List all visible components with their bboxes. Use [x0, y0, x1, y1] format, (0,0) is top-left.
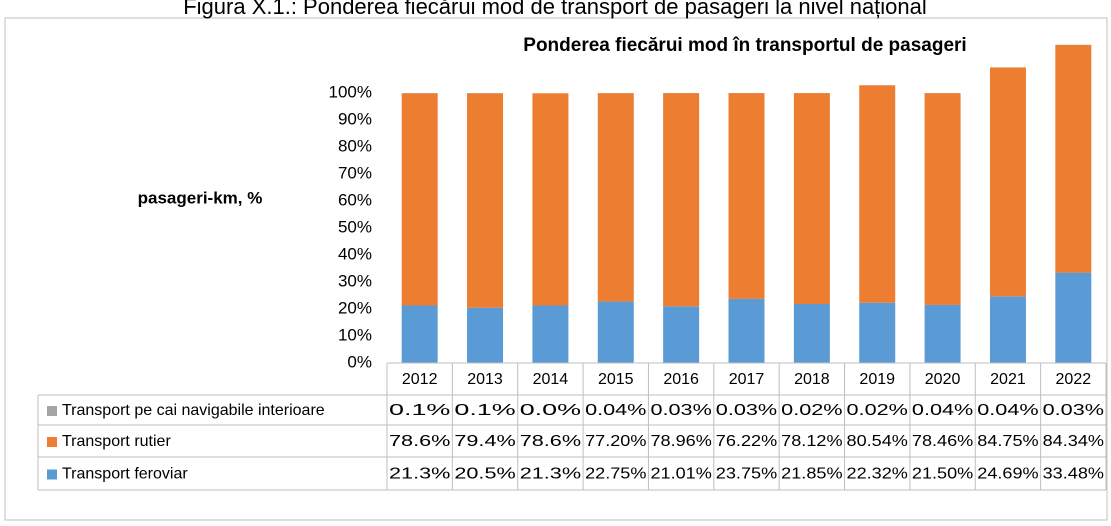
bar-segment: [597, 301, 634, 363]
bar-segment: [1055, 272, 1092, 363]
x-tick-label: 2016: [663, 371, 699, 388]
bar-segment: [859, 302, 896, 363]
y-tick-label: 40%: [338, 244, 372, 263]
table-value: 0.03%: [650, 402, 711, 419]
bar-segment: [597, 93, 634, 302]
table-value: 22.32%: [847, 466, 908, 483]
table-value: 0.1%: [454, 402, 515, 419]
table-value: 79.4%: [454, 433, 515, 450]
bar-segment: [532, 305, 569, 363]
table-value: 21.3%: [520, 466, 581, 483]
bar-segment: [728, 93, 765, 299]
bar-segment: [401, 305, 438, 363]
bar-segment: [1055, 44, 1092, 273]
table-value: 21.85%: [781, 466, 842, 483]
table-value: 78.6%: [389, 433, 450, 450]
y-tick-label: 100%: [329, 82, 372, 101]
bar-segment: [467, 307, 504, 363]
table-value: 0.04%: [977, 402, 1038, 419]
table-value: 0.1%: [389, 402, 450, 419]
table-value: 84.75%: [977, 433, 1038, 450]
bar-segment: [532, 93, 569, 306]
legend-key: [47, 469, 57, 480]
table-value: 21.01%: [650, 466, 711, 483]
y-tick-label: 30%: [338, 271, 372, 290]
table-value: 0.0%: [520, 402, 581, 419]
bar-segment: [663, 306, 700, 363]
table-value: 78.96%: [650, 433, 711, 450]
table-value: 78.12%: [781, 433, 842, 450]
table-value: 0.04%: [912, 402, 973, 419]
y-tick-label: 20%: [338, 298, 372, 317]
table-value: 0.04%: [585, 402, 646, 419]
y-axis-label: pasageri-km, %: [138, 188, 263, 207]
y-tick-label: 10%: [338, 325, 372, 344]
bar-segment: [924, 304, 961, 363]
y-tick-label: 0%: [347, 352, 372, 371]
x-tick-label: 2018: [794, 371, 830, 388]
table-value: 0.02%: [781, 402, 842, 419]
y-tick-label: 70%: [338, 163, 372, 182]
figure-caption: Figura X.1.: Ponderea fiecărui mod de tr…: [183, 0, 927, 19]
y-tick-label: 50%: [338, 217, 372, 236]
table-value: 21.3%: [389, 466, 450, 483]
bar-segment: [924, 93, 961, 305]
table-value: 84.34%: [1043, 433, 1104, 450]
x-tick-label: 2019: [859, 371, 895, 388]
bar-segment: [859, 85, 896, 303]
legend-key: [47, 437, 57, 447]
table-value: 22.75%: [585, 466, 646, 483]
x-tick-label: 2014: [533, 371, 569, 388]
bar-segment: [467, 93, 504, 308]
y-tick-label: 60%: [338, 190, 372, 209]
bar-segment: [728, 298, 765, 363]
table-value: 20.5%: [454, 466, 515, 483]
table-value: 80.54%: [847, 433, 908, 450]
table-value: 76.22%: [716, 433, 777, 450]
bar-segment: [401, 93, 438, 306]
legend-key: [47, 406, 57, 416]
bar-segment: [793, 93, 830, 305]
x-tick-label: 2015: [598, 371, 634, 388]
table-value: 78.6%: [520, 433, 581, 450]
x-tick-label: 2017: [729, 371, 765, 388]
x-tick-label: 2012: [402, 371, 438, 388]
bar-segment: [989, 67, 1026, 297]
table-value: 24.69%: [977, 466, 1038, 483]
x-tick-label: 2020: [925, 371, 961, 388]
bar-segment: [663, 93, 700, 307]
x-tick-label: 2022: [1056, 371, 1092, 388]
x-tick-label: 2021: [990, 371, 1026, 388]
table-value: 23.75%: [716, 466, 777, 483]
y-tick-label: 90%: [338, 109, 372, 128]
table-value: 77.20%: [585, 433, 646, 450]
y-tick-label: 80%: [338, 136, 372, 155]
chart-title: Ponderea fiecărui mod în transportul de …: [523, 35, 966, 56]
legend-label: Transport pe cai navigabile interioare: [62, 402, 325, 419]
table-value: 33.48%: [1043, 466, 1104, 483]
table-value: 78.46%: [912, 433, 973, 450]
legend-label: Transport feroviar: [62, 466, 188, 483]
table-value: 21.50%: [912, 466, 973, 483]
table-value: 0.03%: [716, 402, 777, 419]
table-value: 0.03%: [1043, 402, 1104, 419]
legend-label: Transport rutier: [62, 433, 171, 450]
table-value: 0.02%: [847, 402, 908, 419]
bar-segment: [989, 296, 1026, 363]
bar-segment: [793, 304, 830, 363]
x-tick-label: 2013: [467, 371, 503, 388]
